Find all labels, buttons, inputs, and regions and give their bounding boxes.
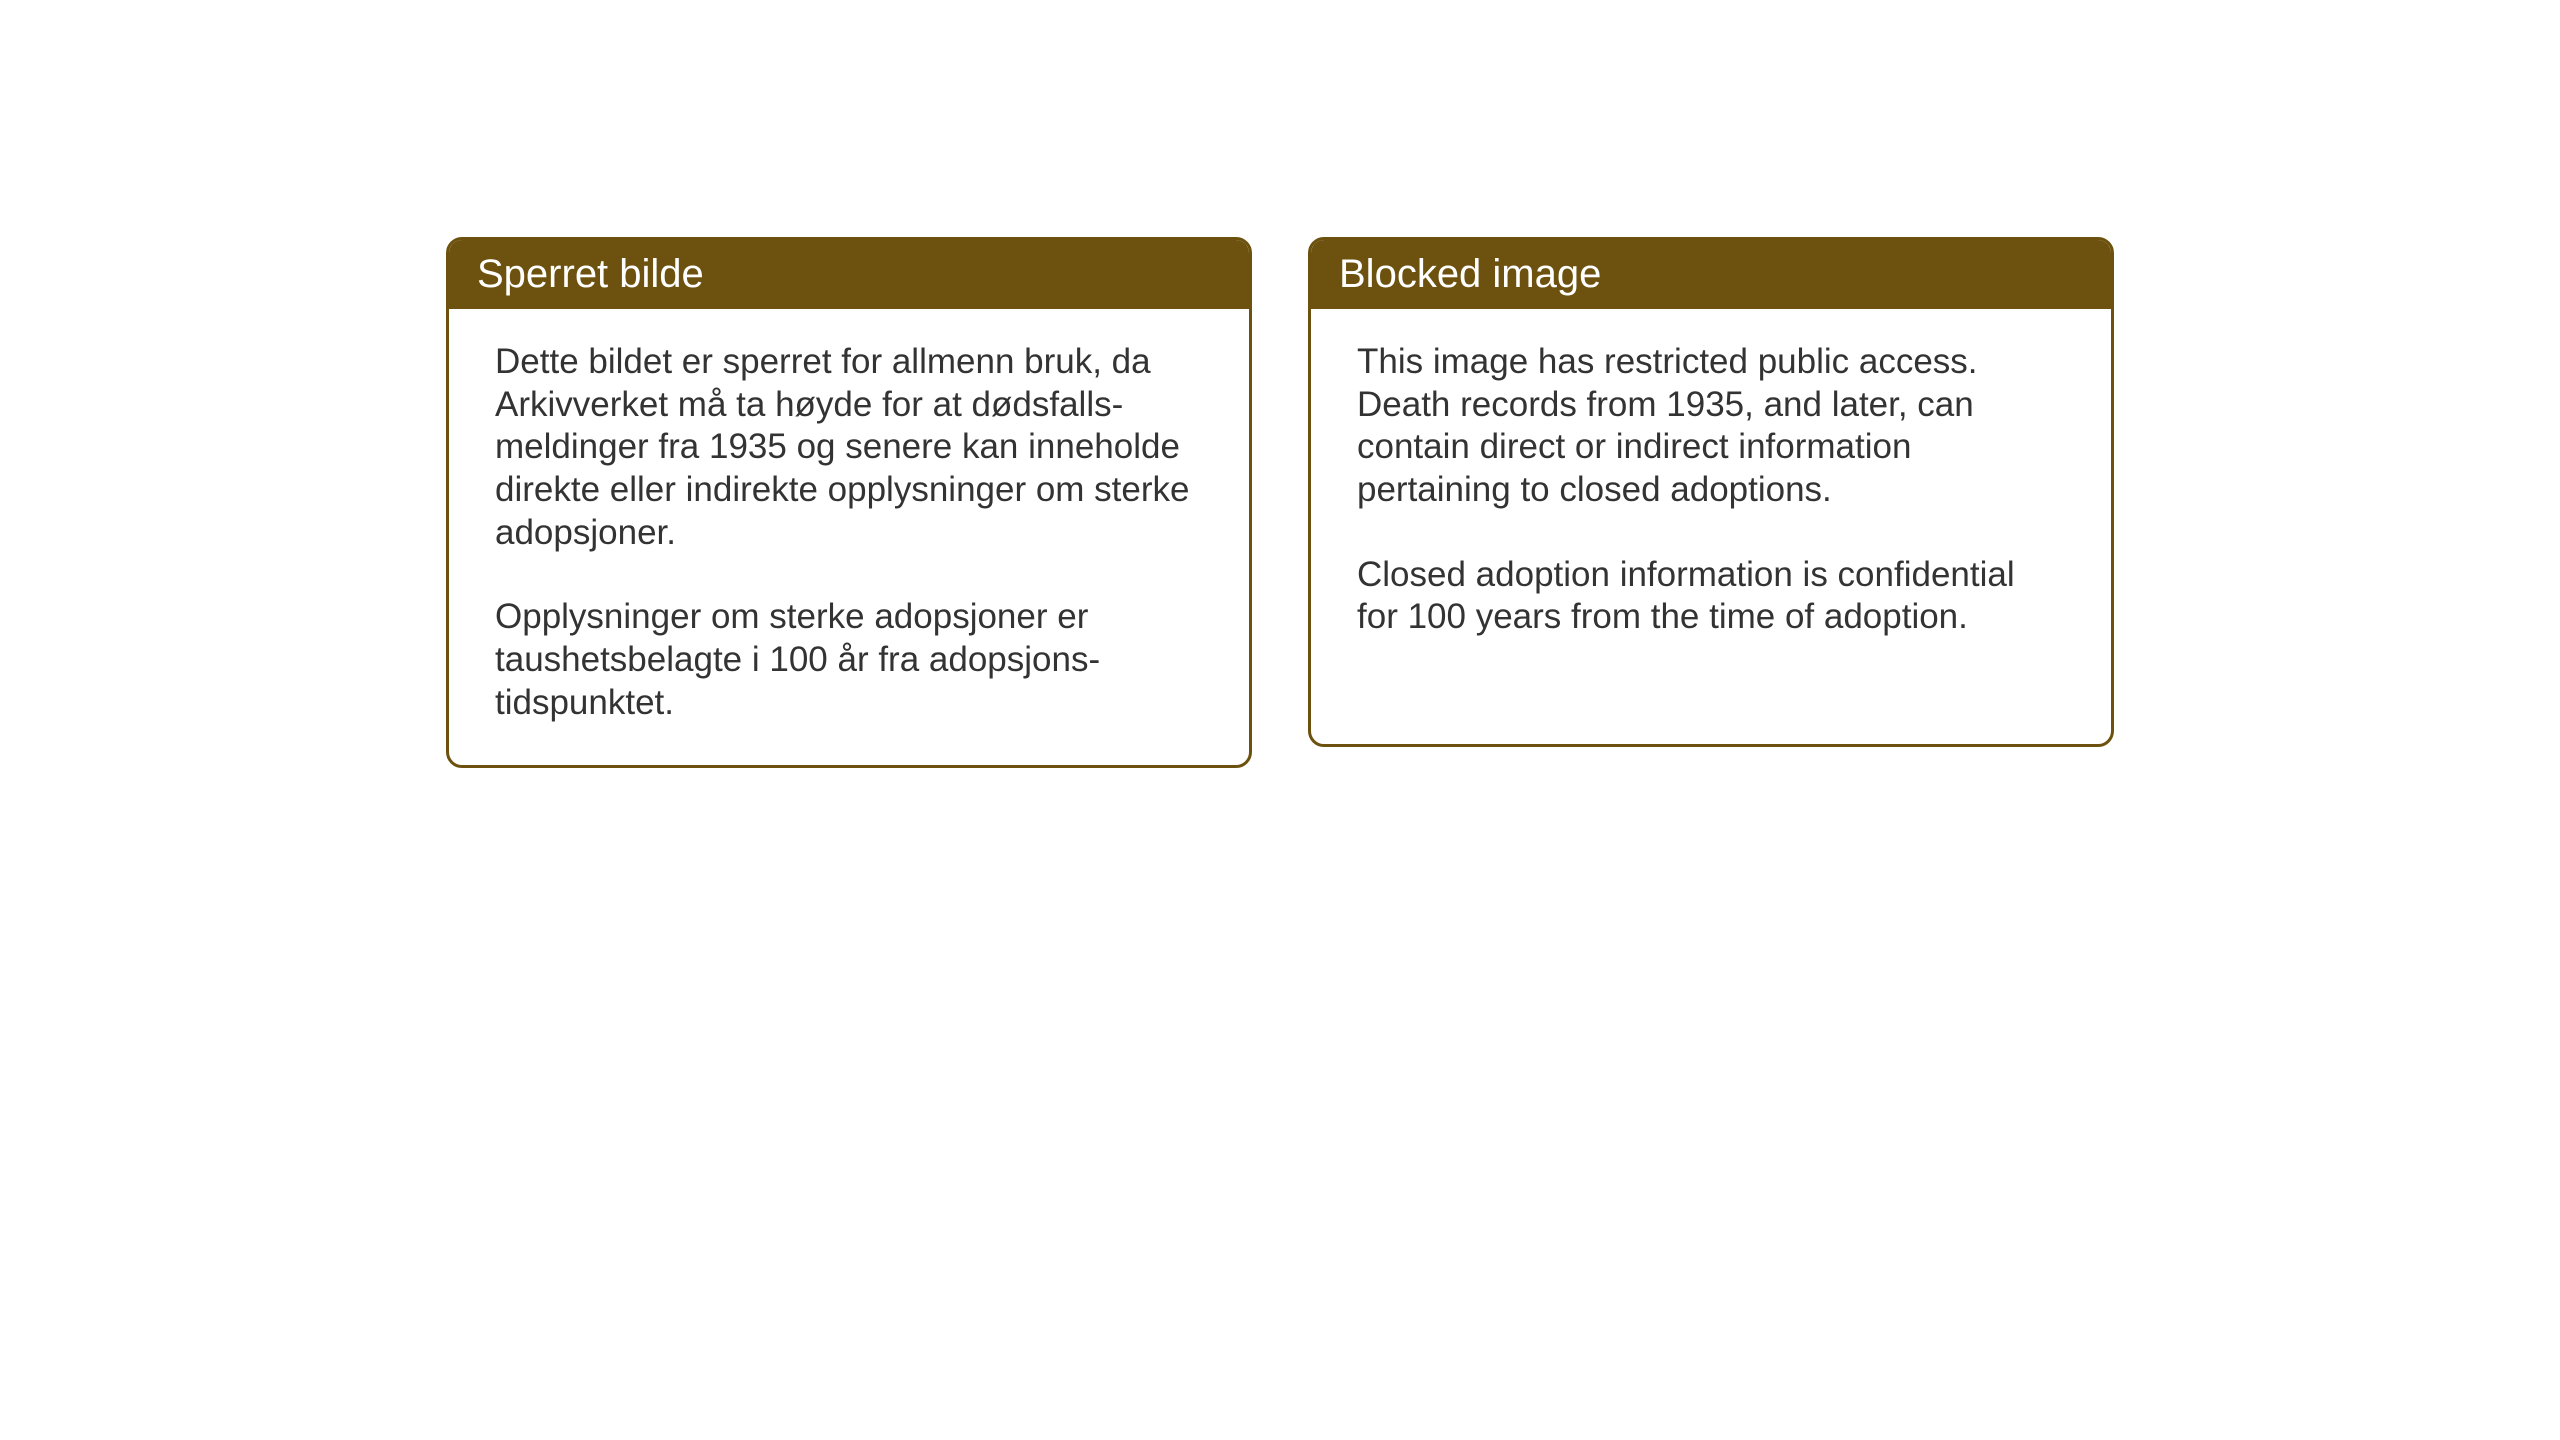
notice-card-english: Blocked image This image has restricted … [1308, 237, 2114, 747]
card-title-norwegian: Sperret bilde [477, 252, 704, 296]
card-header-norwegian: Sperret bilde [449, 240, 1249, 309]
notice-card-norwegian: Sperret bilde Dette bildet er sperret fo… [446, 237, 1252, 768]
card-paragraph-2-norwegian: Opplysninger om sterke adopsjoner er tau… [495, 596, 1203, 724]
card-header-english: Blocked image [1311, 240, 2111, 309]
card-paragraph-1-english: This image has restricted public access.… [1357, 341, 2065, 512]
card-title-english: Blocked image [1339, 252, 1601, 296]
card-body-norwegian: Dette bildet er sperret for allmenn bruk… [449, 309, 1249, 765]
card-body-english: This image has restricted public access.… [1311, 309, 2111, 679]
card-paragraph-2-english: Closed adoption information is confident… [1357, 554, 2065, 639]
card-paragraph-1-norwegian: Dette bildet er sperret for allmenn bruk… [495, 341, 1203, 554]
notice-cards-container: Sperret bilde Dette bildet er sperret fo… [446, 237, 2114, 768]
